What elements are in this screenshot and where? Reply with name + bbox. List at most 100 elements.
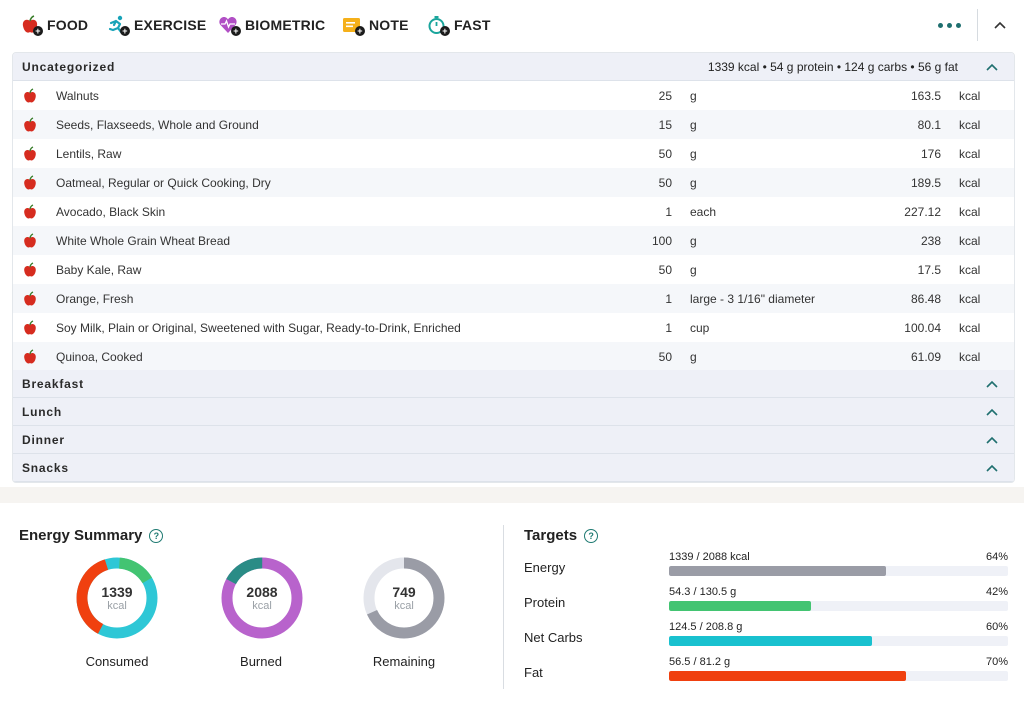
help-circle-icon[interactable]: ? <box>149 528 164 543</box>
food-row[interactable]: Walnuts 25 g 163.5 kcal <box>13 81 1014 110</box>
donut-center: 749 kcal <box>361 555 447 641</box>
target-label: Protein <box>524 595 566 610</box>
chevron-up-icon[interactable] <box>984 405 1000 419</box>
food-amount: 50 <box>658 147 672 161</box>
food-unit: g <box>690 234 697 248</box>
add-fast-button[interactable]: + FAST <box>427 14 491 36</box>
food-unit: cup <box>690 321 710 335</box>
food-kcal: 163.5 <box>910 89 941 103</box>
food-amount: 50 <box>658 350 672 364</box>
food-amount: 25 <box>658 89 672 103</box>
food-kcal-unit: kcal <box>959 89 981 103</box>
exercise-button-label: EXERCISE <box>134 17 207 33</box>
food-kcal: 86.48 <box>910 292 941 306</box>
add-food-button[interactable]: + FOOD <box>20 14 88 36</box>
food-kcal: 100.04 <box>904 321 941 335</box>
apple-icon <box>24 88 36 103</box>
group-header-breakfast[interactable]: Breakfast <box>13 370 1014 398</box>
burned-label: Burned <box>240 654 282 669</box>
target-amount: 124.5 / 208.8 g <box>669 621 743 633</box>
food-amount: 1 <box>665 205 672 219</box>
apple-icon <box>24 204 36 219</box>
help-circle-icon[interactable]: ? <box>584 528 599 543</box>
collapse-diary-button[interactable] <box>988 14 1012 36</box>
food-kcal-unit: kcal <box>959 118 981 132</box>
food-name: Orange, Fresh <box>56 292 134 306</box>
food-kcal: 17.5 <box>917 263 941 277</box>
target-label: Fat <box>524 665 543 680</box>
note-add-icon: + <box>342 15 365 36</box>
target-progress-bar <box>669 566 1008 576</box>
group-header-snacks[interactable]: Snacks <box>13 454 1014 482</box>
food-row[interactable]: Oatmeal, Regular or Quick Cooking, Dry 50… <box>13 168 1014 197</box>
fast-button-label: FAST <box>454 17 491 33</box>
chevron-up-icon[interactable] <box>984 461 1000 475</box>
food-row[interactable]: Lentils, Raw 50 g 176 kcal <box>13 139 1014 168</box>
food-kcal-unit: kcal <box>959 350 981 364</box>
apple-icon <box>24 320 36 335</box>
biometric-button-label: BIOMETRIC <box>245 17 326 33</box>
food-unit: g <box>690 176 697 190</box>
group-header-lunch[interactable]: Lunch <box>13 398 1014 426</box>
runner-add-icon: + <box>107 15 130 36</box>
food-kcal: 80.1 <box>917 118 941 132</box>
target-amount: 1339 / 2088 kcal <box>669 551 750 563</box>
targets-title: Targets ? <box>524 527 599 544</box>
food-kcal: 61.09 <box>910 350 941 364</box>
group-name: Breakfast <box>22 376 84 391</box>
apple-icon <box>24 262 36 277</box>
food-name: Quinoa, Cooked <box>56 350 143 364</box>
food-name: White Whole Grain Wheat Bread <box>56 234 231 248</box>
consumed-unit: kcal <box>107 599 127 612</box>
burned-value: 2088 <box>246 583 278 600</box>
remaining-value: 749 <box>392 583 416 600</box>
group-header-uncategorized[interactable]: Uncategorized 1339 kcal • 54 g protein •… <box>13 53 1014 81</box>
burned-unit: kcal <box>252 599 272 612</box>
target-amount: 54.3 / 130.5 g <box>669 586 737 598</box>
more-dot <box>946 22 952 28</box>
more-options-button[interactable] <box>932 14 966 36</box>
chevron-up-icon[interactable] <box>984 377 1000 391</box>
apple-add-icon: + <box>20 15 43 36</box>
food-row[interactable]: White Whole Grain Wheat Bread 100 g 238 kcal <box>13 226 1014 255</box>
panel-divider <box>503 525 504 689</box>
food-row[interactable]: Avocado, Black Skin 1 each 227.12 kcal <box>13 197 1014 226</box>
food-name: Oatmeal, Regular or Quick Cooking, Dry <box>56 176 271 190</box>
target-progress-fill <box>669 671 907 681</box>
food-unit: g <box>690 147 697 161</box>
consumed-donut: 1339 kcal <box>74 555 160 641</box>
remaining-donut-ring <box>363 557 445 639</box>
target-progress-fill <box>669 601 812 611</box>
heart-pulse-add-icon: + <box>218 15 241 36</box>
group-header-dinner[interactable]: Dinner <box>13 426 1014 454</box>
chevron-up-icon[interactable] <box>984 60 1000 74</box>
food-name: Soy Milk, Plain or Original, Sweetened w… <box>56 321 461 335</box>
add-biometric-button[interactable]: + BIOMETRIC <box>218 14 325 36</box>
donut-center: 1339 kcal <box>74 555 160 641</box>
food-name: Seeds, Flaxseeds, Whole and Ground <box>56 118 259 132</box>
add-note-button[interactable]: + NOTE <box>342 14 409 36</box>
food-row[interactable]: Seeds, Flaxseeds, Whole and Ground 15 g 80.… <box>13 110 1014 139</box>
more-dot <box>955 22 961 28</box>
food-unit: g <box>690 350 697 364</box>
food-row[interactable]: Orange, Fresh 1 large - 3 1/16" diameter 86… <box>13 284 1014 313</box>
food-row[interactable]: Quinoa, Cooked 50 g 61.09 kcal <box>13 342 1014 371</box>
target-progress-fill <box>669 636 873 646</box>
apple-icon <box>24 291 36 306</box>
target-progress-bar <box>669 671 1008 681</box>
food-row[interactable]: Baby Kale, Raw 50 g 17.5 kcal <box>13 255 1014 284</box>
target-progress-bar <box>669 636 1008 646</box>
food-name: Walnuts <box>56 89 99 103</box>
food-kcal: 238 <box>920 234 941 248</box>
add-exercise-button[interactable]: + EXERCISE <box>107 14 206 36</box>
apple-icon <box>24 117 36 132</box>
note-button-label: NOTE <box>369 17 409 33</box>
food-kcal: 227.12 <box>904 205 941 219</box>
target-progress-fill <box>669 566 886 576</box>
food-row[interactable]: Soy Milk, Plain or Original, Sweetened w… <box>13 313 1014 342</box>
target-percent: 42% <box>985 586 1008 598</box>
food-kcal-unit: kcal <box>959 321 981 335</box>
group-name: Snacks <box>22 460 69 475</box>
chevron-up-icon[interactable] <box>984 433 1000 447</box>
consumed-label: Consumed <box>85 654 149 669</box>
